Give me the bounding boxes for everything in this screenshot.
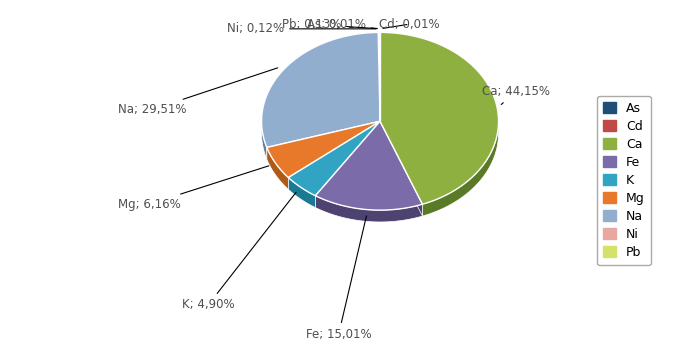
Polygon shape bbox=[379, 32, 380, 133]
Polygon shape bbox=[316, 121, 380, 208]
Legend: As, Cd, Ca, Fe, K, Mg, Na, Ni, Pb: As, Cd, Ca, Fe, K, Mg, Na, Ni, Pb bbox=[597, 96, 651, 265]
Text: As; 0,01%: As; 0,01% bbox=[307, 18, 378, 31]
Polygon shape bbox=[380, 32, 499, 216]
Polygon shape bbox=[262, 32, 378, 159]
Polygon shape bbox=[378, 32, 380, 121]
Text: Fe; 15,01%: Fe; 15,01% bbox=[306, 216, 371, 341]
Text: Cd; 0,01%: Cd; 0,01% bbox=[380, 18, 440, 31]
Polygon shape bbox=[267, 121, 380, 159]
Text: K; 4,90%: K; 4,90% bbox=[182, 192, 296, 312]
Polygon shape bbox=[262, 32, 380, 147]
Text: Ni; 0,12%: Ni; 0,12% bbox=[227, 22, 376, 35]
Polygon shape bbox=[289, 121, 380, 190]
Polygon shape bbox=[316, 196, 422, 222]
Polygon shape bbox=[378, 32, 379, 44]
Polygon shape bbox=[267, 121, 380, 178]
Polygon shape bbox=[267, 147, 289, 190]
Text: Ca; 44,15%: Ca; 44,15% bbox=[482, 85, 551, 104]
Polygon shape bbox=[380, 121, 422, 216]
Polygon shape bbox=[289, 178, 316, 208]
Text: Na; 29,51%: Na; 29,51% bbox=[119, 68, 278, 116]
Polygon shape bbox=[379, 32, 380, 121]
Text: Mg; 6,16%: Mg; 6,16% bbox=[118, 166, 269, 211]
Polygon shape bbox=[379, 32, 380, 44]
Polygon shape bbox=[378, 32, 380, 133]
Polygon shape bbox=[316, 121, 422, 210]
Polygon shape bbox=[380, 32, 499, 204]
Text: Pb; 0,13%: Pb; 0,13% bbox=[282, 18, 377, 31]
Polygon shape bbox=[289, 121, 380, 196]
